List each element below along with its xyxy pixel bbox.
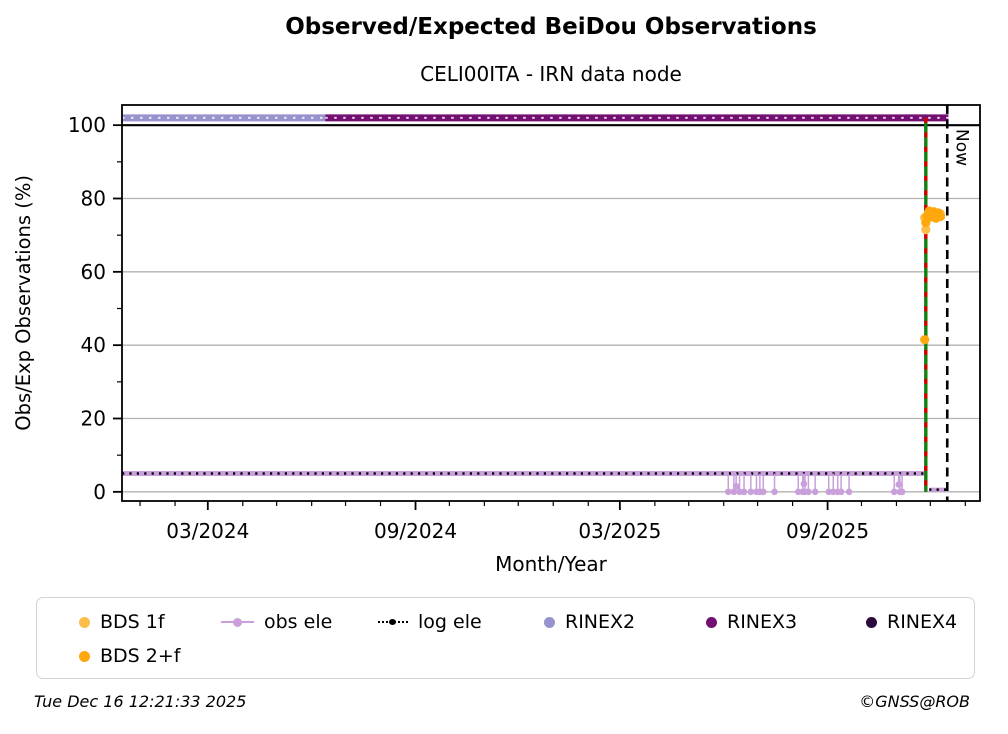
legend-item-rinex4: RINEX4	[866, 611, 974, 633]
legend-item-rinex3: RINEX3	[706, 611, 866, 633]
legend-label: log ele	[418, 611, 482, 633]
legend-item-log-ele: log ele	[378, 611, 544, 633]
obs-ele-dip-marker	[829, 488, 837, 496]
legend-label: RINEX3	[727, 611, 798, 633]
legend-item-bds-2-f: BDS 2+f	[79, 645, 221, 667]
obs-ele-dip-marker	[825, 488, 833, 496]
legend-label: BDS 2+f	[100, 645, 181, 667]
y-tick-label: 0	[93, 480, 106, 504]
x-tick-label: 03/2025	[578, 519, 661, 543]
y-tick-label: 100	[68, 113, 106, 137]
legend-item-obs-ele: obs ele	[221, 611, 378, 633]
point-bds-2-f	[920, 335, 930, 345]
obs-ele-dip-marker	[771, 488, 778, 496]
rinex2-legend-marker-icon	[544, 616, 555, 628]
obs-ele-dip-marker	[736, 488, 743, 496]
obs-ele-dip-marker	[747, 488, 755, 496]
obs-ele-dip-marker	[895, 481, 903, 488]
rinex3-legend-marker-icon	[706, 616, 717, 628]
legend-item-rinex2: RINEX2	[544, 611, 706, 633]
legend-label: obs ele	[264, 611, 333, 633]
point-bds-1f	[921, 225, 931, 235]
obs-ele-dip-marker	[794, 488, 802, 496]
obs-ele-dip-marker	[800, 480, 808, 488]
obs-ele-legend-marker-icon	[221, 618, 254, 627]
chart-title: Observed/Expected BeiDou Observations	[285, 14, 817, 40]
point-bds-2-f	[935, 211, 946, 222]
legend-item-bds-1f: BDS 1f	[79, 611, 221, 633]
bds-1f-legend-marker-icon	[79, 616, 90, 628]
log-ele-legend-marker-icon	[378, 619, 408, 625]
legend-label: RINEX2	[565, 611, 636, 633]
timestamp-text: Tue Dec 16 12:21:33 2025	[34, 692, 247, 711]
x-tick-label: 03/2024	[166, 519, 249, 543]
legend-label: BDS 1f	[100, 611, 165, 633]
obs-ele-dip-marker	[845, 488, 853, 496]
chart-plot-area: Now 0 20 40 60 80 100 03/2024 09/2024 03/2025 09/2…	[68, 104, 981, 543]
y-tick-label: 20	[81, 407, 106, 431]
chart-legend: BDS 1f obs ele log ele RINEX2 RINEX3 RINEX4 BD…	[36, 597, 975, 679]
obs-ele-dip-marker	[837, 488, 845, 496]
x-axis-label: Month/Year	[495, 552, 607, 576]
rinex4-legend-marker-icon	[866, 616, 877, 628]
now-label: Now	[951, 129, 971, 166]
plot-frame	[121, 104, 981, 502]
legend-label: RINEX4	[887, 611, 958, 633]
obs-ele-dip-marker	[732, 483, 740, 490]
obs-ele-dip-marker	[730, 488, 738, 496]
obs-ele-dip-marker	[724, 488, 732, 496]
x-tick-label: 09/2024	[374, 519, 457, 543]
copyright-text: ©GNSS@ROB	[859, 692, 970, 711]
obs-ele-dip-marker	[740, 488, 748, 496]
obs-ele-dip-marker	[805, 488, 812, 496]
bds-2-f-legend-marker-icon	[79, 650, 90, 662]
chart-subtitle: CELI00ITA - IRN data node	[420, 62, 682, 86]
obs-ele-dip-marker	[890, 488, 898, 496]
y-tick-label: 60	[81, 260, 106, 284]
y-tick-label: 80	[81, 187, 106, 211]
y-tick-label: 40	[81, 333, 106, 357]
x-tick-label: 09/2025	[786, 519, 869, 543]
obs-ele-dip-marker	[898, 488, 906, 496]
obs-ele-dip-marker	[759, 488, 767, 496]
legend-dotted-marker-dot	[389, 619, 396, 625]
legend-line-marker-dot	[233, 618, 242, 627]
obs-ele-dip-marker	[811, 488, 819, 496]
